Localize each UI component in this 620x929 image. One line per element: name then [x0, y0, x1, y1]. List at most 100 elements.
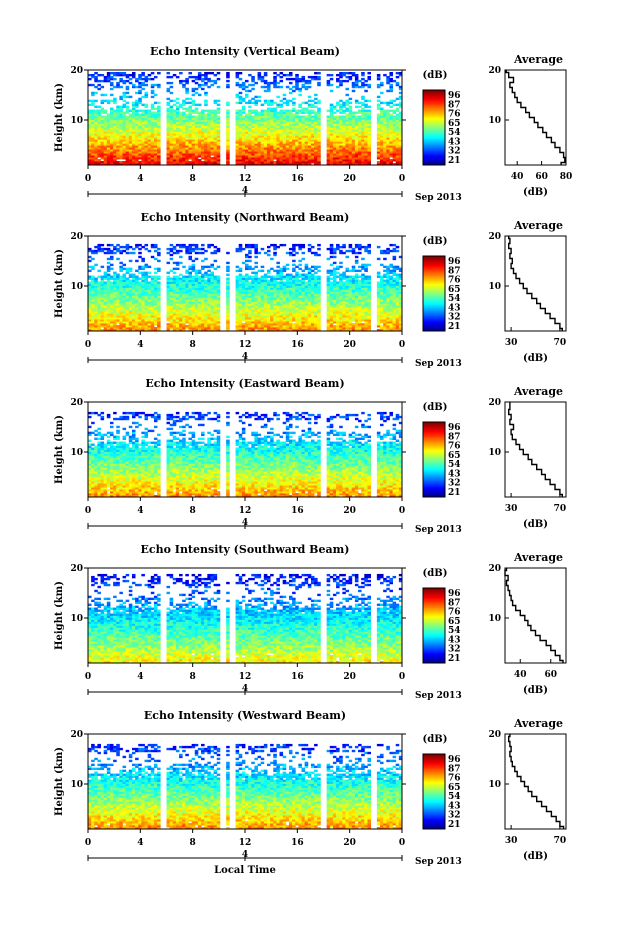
heatmap-cell [301, 135, 306, 138]
heatmap-cell [273, 137, 277, 140]
heatmap-cell [109, 157, 114, 160]
heatmap-cell [273, 75, 277, 79]
heatmap-cell [138, 161, 142, 164]
heatmap-cell [270, 151, 274, 154]
heatmap-cell [216, 121, 221, 124]
heatmap-cell [100, 297, 105, 300]
heatmap-cell [251, 101, 255, 105]
heatmap-cell [342, 153, 346, 156]
heatmap-cell [106, 121, 111, 124]
heatmap-cell [106, 75, 111, 79]
colorbar-swatch [423, 120, 445, 122]
heatmap-cell [339, 83, 343, 87]
heatmap-cell [197, 121, 202, 124]
heatmap-cell [285, 115, 290, 118]
heatmap-cell [226, 145, 230, 148]
heatmap-cell [364, 123, 368, 126]
heatmap-cell [106, 291, 111, 294]
heatmap-cell [106, 137, 111, 140]
heatmap-cell [354, 143, 359, 146]
heatmap-cell [122, 249, 127, 253]
heatmap-cell [97, 163, 101, 166]
heatmap-cell [270, 129, 274, 132]
heatmap-cell [138, 295, 142, 298]
heatmap-cell [364, 83, 368, 87]
heatmap-cell [241, 107, 246, 110]
heatmap-cell [113, 101, 117, 105]
heatmap-cell [241, 83, 246, 87]
heatmap-cell [125, 305, 130, 308]
colorbar-swatch [423, 105, 445, 107]
heatmap-cell [128, 155, 133, 158]
heatmap-cell [100, 289, 105, 292]
heatmap-cell [122, 291, 127, 294]
heatmap-cell [251, 119, 255, 122]
heatmap-cell [254, 265, 258, 269]
heatmap-cell [128, 323, 133, 326]
heatmap-cell [292, 161, 296, 164]
heatmap-cell [383, 139, 387, 142]
heatmap-cell [204, 109, 208, 112]
heatmap-cell [172, 141, 177, 144]
heatmap-cell [119, 149, 123, 152]
heatmap-cell [106, 273, 111, 276]
heatmap-cell [116, 293, 120, 296]
heatmap-cell [207, 71, 211, 75]
heatmap-cell [128, 309, 133, 312]
heatmap-cell [207, 265, 211, 269]
heatmap-cell [216, 85, 221, 89]
heatmap-cell [194, 139, 199, 142]
heatmap-cell [336, 123, 340, 126]
heatmap-cell [169, 243, 174, 247]
heatmap-cell [157, 117, 161, 120]
heatmap-cell [310, 75, 315, 79]
heatmap-cell [201, 121, 205, 124]
heatmap-cell [279, 121, 284, 124]
heatmap-cell [141, 313, 145, 316]
heatmap-cell [395, 123, 400, 126]
heatmap-cell [389, 159, 393, 162]
heatmap-cell [125, 75, 130, 79]
heatmap-cell [185, 133, 189, 136]
heatmap-cell [207, 135, 211, 138]
heatmap-cell [304, 129, 309, 132]
heatmap-cell [398, 141, 403, 144]
heatmap-cell [332, 151, 337, 154]
heatmap-cell [147, 109, 152, 112]
heatmap-cell [125, 91, 130, 95]
heatmap-cell [106, 305, 111, 308]
heatmap-cell [150, 135, 155, 138]
heatmap-cell [116, 283, 120, 286]
heatmap-cell [147, 143, 152, 146]
heatmap-cell [282, 145, 287, 148]
heatmap-cell [182, 149, 186, 152]
heatmap-cell [185, 81, 189, 85]
heatmap-cell [169, 149, 174, 152]
heatmap-cell [383, 151, 387, 154]
heatmap-cell [119, 289, 123, 292]
heatmap-cell [153, 93, 158, 97]
heatmap-cell [270, 135, 274, 138]
heatmap-cell [292, 85, 296, 89]
heatmap-cell [332, 135, 337, 138]
heatmap-cell [354, 115, 359, 118]
heatmap-cell [307, 159, 312, 162]
heatmap-cell [100, 309, 105, 312]
heatmap-cell [204, 153, 208, 156]
heatmap-cell [131, 307, 136, 310]
heatmap-cell [395, 155, 400, 158]
heatmap-cell [175, 161, 180, 164]
heatmap-cell [279, 157, 284, 160]
heatmap-cell [122, 295, 127, 298]
heatmap-cell [279, 159, 284, 162]
heatmap-cell [204, 133, 208, 136]
heatmap-cell [298, 149, 302, 152]
heatmap-cell [285, 139, 290, 142]
heatmap-cell [376, 157, 381, 160]
heatmap-cell [386, 115, 390, 118]
heatmap-cell [100, 115, 105, 118]
heatmap-cell [103, 139, 108, 142]
heatmap-cell [288, 147, 293, 150]
heatmap-cell [106, 127, 111, 130]
heatmap-cell [235, 125, 240, 128]
